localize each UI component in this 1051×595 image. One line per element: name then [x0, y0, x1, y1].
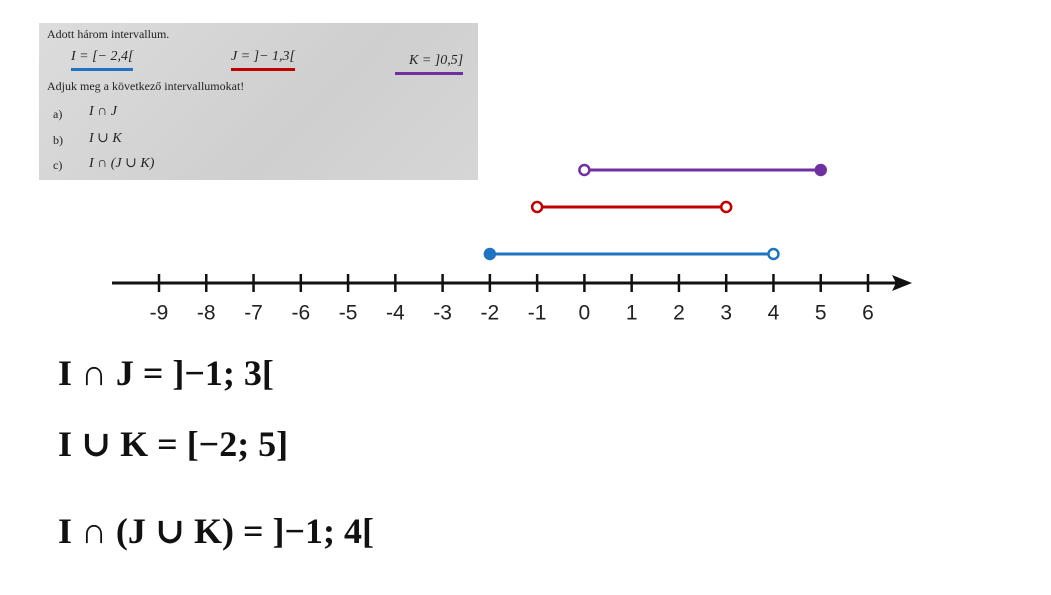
tick-label: -8	[197, 302, 216, 325]
item-expr: I ∪ K	[89, 131, 122, 146]
tick-label: -2	[481, 302, 500, 325]
interval-endpoint	[719, 200, 733, 214]
interval-endpoint	[578, 163, 591, 177]
interval-endpoint	[814, 163, 827, 177]
tick-label: -7	[244, 302, 263, 325]
interval-endpoint	[767, 247, 780, 261]
tick-label: 2	[673, 302, 685, 325]
interval-def: I = [− 2,4[	[71, 49, 134, 71]
interval-endpoint	[483, 247, 497, 261]
tick-label: 0	[579, 302, 591, 325]
answer: I ∩ (J ∪ K) = ]−1; 4[	[58, 511, 375, 551]
tick-label: -1	[528, 302, 547, 325]
axis-arrow	[892, 275, 912, 291]
interval-def: K = ]0,5]	[395, 53, 464, 75]
task-photo: Adott három intervallum. I = [− 2,4[ J =…	[39, 23, 478, 180]
tick-label: 3	[720, 302, 732, 325]
tick-label: 6	[862, 302, 874, 325]
tick-label: 5	[815, 302, 827, 325]
item-letter: c)	[53, 158, 63, 172]
item-expr: I ∩ J	[89, 104, 117, 119]
tick-label: 4	[768, 302, 780, 325]
tick-label: 1	[626, 302, 638, 325]
answer: I ∪ K = [−2; 5]	[58, 424, 289, 464]
tick-label: -5	[339, 302, 358, 325]
intro: Adott három intervallum.	[47, 27, 170, 41]
tick-label: -9	[150, 302, 169, 325]
interval-endpoint	[530, 200, 544, 214]
question: Adjuk meg a következő intervallumokat!	[47, 79, 245, 93]
tick-label: -3	[433, 302, 452, 325]
answer: I ∩ J = ]−1; 3[	[58, 353, 274, 393]
interval-def: J = ]− 1,3[	[231, 49, 296, 71]
item-expr: I ∩ (J ∪ K)	[89, 156, 155, 171]
item-letter: b)	[53, 133, 63, 147]
item-letter: a)	[53, 107, 63, 121]
tick-label: -4	[386, 302, 405, 325]
tick-label: -6	[291, 302, 310, 325]
